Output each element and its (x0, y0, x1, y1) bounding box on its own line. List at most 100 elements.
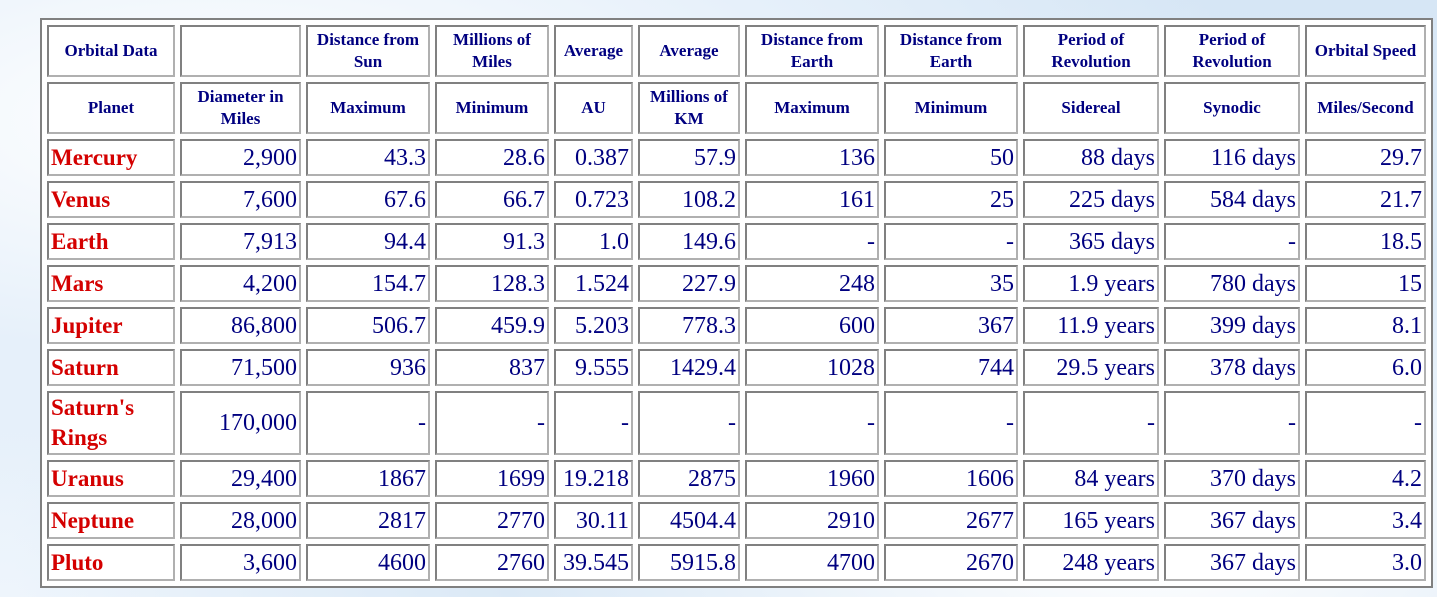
data-cell: 29,400 (180, 460, 301, 497)
data-cell: 4600 (306, 544, 430, 581)
data-cell: 6.0 (1305, 349, 1426, 386)
data-cell: 4700 (745, 544, 879, 581)
data-cell: 7,913 (180, 223, 301, 260)
data-cell: 116 days (1164, 139, 1300, 176)
data-cell: 136 (745, 139, 879, 176)
data-cell: 2,900 (180, 139, 301, 176)
header-cell: Millions of Miles (435, 25, 549, 77)
data-cell: 18.5 (1305, 223, 1426, 260)
data-cell: 67.6 (306, 181, 430, 218)
data-cell: 1.0 (554, 223, 633, 260)
data-cell: 4,200 (180, 265, 301, 302)
data-cell: 28.6 (435, 139, 549, 176)
data-cell: 71,500 (180, 349, 301, 386)
data-cell: - (1164, 391, 1300, 455)
planet-name: Saturn's Rings (47, 391, 175, 455)
data-cell: 5.203 (554, 307, 633, 344)
data-cell: 506.7 (306, 307, 430, 344)
data-cell: 367 (884, 307, 1018, 344)
data-row: Neptune 28,000 2817 2770 30.11 4504.4 2910 2677… (47, 502, 1426, 539)
header-cell: Millions of KM (638, 82, 740, 134)
header-cell: Minimum (435, 82, 549, 134)
header-cell: Orbital Speed (1305, 25, 1426, 77)
data-cell: 5915.8 (638, 544, 740, 581)
data-cell: 225 days (1023, 181, 1159, 218)
data-cell: 584 days (1164, 181, 1300, 218)
data-cell: 367 days (1164, 544, 1300, 581)
header-cell: AU (554, 82, 633, 134)
data-cell: 3,600 (180, 544, 301, 581)
data-cell: - (306, 391, 430, 455)
header-cell: Period of Revolution (1164, 25, 1300, 77)
data-cell: - (1023, 391, 1159, 455)
data-cell: 1.9 years (1023, 265, 1159, 302)
data-cell: 1606 (884, 460, 1018, 497)
data-cell: 248 years (1023, 544, 1159, 581)
data-cell: 43.3 (306, 139, 430, 176)
data-cell: 91.3 (435, 223, 549, 260)
data-cell: - (435, 391, 549, 455)
data-cell: 227.9 (638, 265, 740, 302)
header-cell: Sidereal (1023, 82, 1159, 134)
data-cell: 0.723 (554, 181, 633, 218)
header-cell: Distance from Earth (884, 25, 1018, 77)
data-cell: 837 (435, 349, 549, 386)
header-cell: Synodic (1164, 82, 1300, 134)
data-cell: 128.3 (435, 265, 549, 302)
data-cell: 50 (884, 139, 1018, 176)
planet-name: Neptune (47, 502, 175, 539)
data-row: Jupiter 86,800 506.7 459.9 5.203 778.3 600 367 1… (47, 307, 1426, 344)
planet-name: Mars (47, 265, 175, 302)
data-cell: 66.7 (435, 181, 549, 218)
header-cell: Miles/Second (1305, 82, 1426, 134)
data-cell: 367 days (1164, 502, 1300, 539)
data-cell: 9.555 (554, 349, 633, 386)
data-cell: 25 (884, 181, 1018, 218)
data-cell: 4504.4 (638, 502, 740, 539)
data-cell: 94.4 (306, 223, 430, 260)
data-cell: 19.218 (554, 460, 633, 497)
header-cell: Orbital Data (47, 25, 175, 77)
data-cell: - (884, 391, 1018, 455)
data-cell: - (1164, 223, 1300, 260)
planet-name: Venus (47, 181, 175, 218)
data-cell: 35 (884, 265, 1018, 302)
data-cell: 1.524 (554, 265, 633, 302)
data-cell: 28,000 (180, 502, 301, 539)
data-cell: - (745, 223, 879, 260)
data-cell: 378 days (1164, 349, 1300, 386)
data-row: Venus 7,600 67.6 66.7 0.723 108.2 161 25 225 day… (47, 181, 1426, 218)
planet-name: Jupiter (47, 307, 175, 344)
data-cell: 86,800 (180, 307, 301, 344)
data-cell: 370 days (1164, 460, 1300, 497)
data-cell: 2910 (745, 502, 879, 539)
header-cell: Period of Revolution (1023, 25, 1159, 77)
data-cell: 936 (306, 349, 430, 386)
data-cell: 11.9 years (1023, 307, 1159, 344)
data-cell: 29.5 years (1023, 349, 1159, 386)
data-row: Saturn's Rings 170,000- - - - - - - - - (47, 391, 1426, 455)
header-row: Orbital Data Distance from Sun Millions of… (47, 25, 1426, 77)
orbital-table: Orbital Data Distance from Sun Millions of… (40, 18, 1433, 588)
data-cell: 29.7 (1305, 139, 1426, 176)
data-row: Uranus 29,400 1867 1699 19.218 2875 1960 1606 84… (47, 460, 1426, 497)
data-cell: - (884, 223, 1018, 260)
data-cell: 2770 (435, 502, 549, 539)
data-cell: 149.6 (638, 223, 740, 260)
header-cell: Average (554, 25, 633, 77)
data-cell: 57.9 (638, 139, 740, 176)
data-cell: 7,600 (180, 181, 301, 218)
data-row: Pluto 3,600 4600 2760 39.545 5915.8 4700 2670 24… (47, 544, 1426, 581)
data-cell: 1960 (745, 460, 879, 497)
planet-name: Pluto (47, 544, 175, 581)
data-cell: 3.4 (1305, 502, 1426, 539)
data-cell: - (554, 391, 633, 455)
data-cell: 2670 (884, 544, 1018, 581)
planet-name: Uranus (47, 460, 175, 497)
data-cell: - (1305, 391, 1426, 455)
data-cell: 600 (745, 307, 879, 344)
header-cell: Distance from Sun (306, 25, 430, 77)
data-cell: 108.2 (638, 181, 740, 218)
planet-name: Saturn (47, 349, 175, 386)
